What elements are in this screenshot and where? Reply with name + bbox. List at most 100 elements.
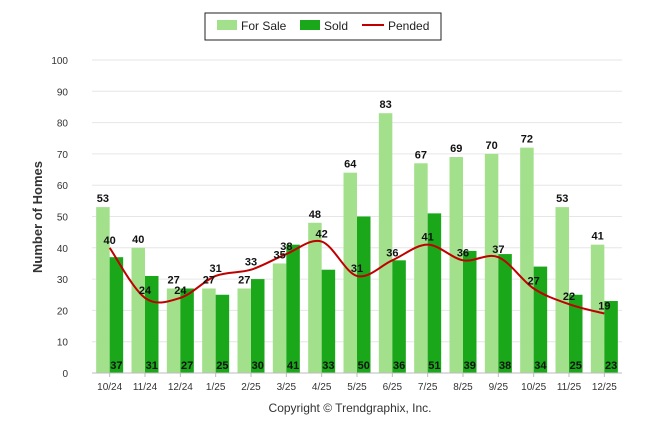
label-for-sale-6/25: 83 <box>379 99 391 111</box>
bar-sold-4/25 <box>321 269 336 373</box>
y-tick-label-70: 70 <box>57 150 69 161</box>
bar-sold-12/25 <box>604 301 618 373</box>
label-pended-11/25: 22 <box>563 291 575 303</box>
label-for-sale-3/25: 35 <box>273 249 285 261</box>
label-sold-1/25: 25 <box>216 360 228 372</box>
y-tick-label-50: 50 <box>57 213 69 224</box>
label-sold-12/25: 23 <box>605 360 617 372</box>
label-pended-5/25: 31 <box>351 263 363 275</box>
label-pended-4/25: 42 <box>316 229 328 241</box>
bar-sold-10/24 <box>109 257 124 373</box>
label-sold-8/25: 39 <box>464 360 476 372</box>
y-tick-label-40: 40 <box>57 244 69 255</box>
bar-sold-3/25 <box>286 244 300 373</box>
label-pended-10/25: 27 <box>528 275 540 287</box>
label-sold-5/25: 50 <box>358 360 370 372</box>
label-sold-12/24: 27 <box>181 360 193 372</box>
bar-sold-11/25 <box>569 294 583 373</box>
bar-for-sale-6/25 <box>378 113 393 374</box>
legend-sold-swatch <box>300 20 320 30</box>
label-for-sale-4/25: 48 <box>309 209 321 221</box>
bar-for-sale-8/25 <box>449 157 463 373</box>
y-axis-title: Number of Homes <box>30 161 45 273</box>
bar-sold-5/25 <box>357 216 371 373</box>
label-sold-4/25: 33 <box>322 360 334 372</box>
legend-for-sale-swatch <box>217 20 237 30</box>
label-sold-2/25: 30 <box>252 360 264 372</box>
label-sold-10/25: 34 <box>534 360 547 372</box>
x-tick-label-5/25: 5/25 <box>347 382 367 393</box>
x-tick-label-10/24: 10/24 <box>97 382 122 393</box>
y-tick-label-0: 0 <box>62 369 68 380</box>
bar-sold-2/25 <box>251 279 265 373</box>
x-tick-label-12/24: 12/24 <box>168 382 193 393</box>
x-tick-label-7/25: 7/25 <box>418 382 438 393</box>
y-tick-label-60: 60 <box>57 181 69 192</box>
legend-for-sale-label: For Sale <box>241 19 287 33</box>
x-tick-label-4/25: 4/25 <box>312 382 332 393</box>
bar-sold-7/25 <box>427 213 442 373</box>
label-for-sale-7/25: 67 <box>415 149 427 161</box>
label-for-sale-10/25: 72 <box>521 134 533 146</box>
legend: For Sale Sold Pended <box>204 12 442 41</box>
label-sold-11/24: 31 <box>146 360 158 372</box>
label-sold-11/25: 25 <box>570 360 582 372</box>
bar-for-sale-12/24 <box>166 288 181 373</box>
label-pended-7/25: 41 <box>422 232 434 244</box>
bar-sold-9/25 <box>498 254 512 373</box>
label-pended-2/25: 33 <box>245 257 257 269</box>
label-pended-6/25: 36 <box>386 247 398 259</box>
copyright-text: Copyright © Trendgraphix, Inc. <box>269 401 432 415</box>
bar-for-sale-2/25 <box>237 288 251 373</box>
x-tick-label-6/25: 6/25 <box>383 382 403 393</box>
label-pended-1/25: 31 <box>210 263 222 275</box>
x-tick-label-11/24: 11/24 <box>133 382 158 393</box>
label-for-sale-11/25: 53 <box>556 193 568 205</box>
bar-sold-1/25 <box>215 294 230 373</box>
label-pended-11/24: 24 <box>139 285 152 297</box>
bar-for-sale-4/25 <box>308 222 322 373</box>
label-sold-7/25: 51 <box>428 360 440 372</box>
bars <box>96 113 618 374</box>
label-sold-9/25: 38 <box>499 360 511 372</box>
pended-line-layer <box>108 239 605 315</box>
y-tick-label-30: 30 <box>57 275 69 286</box>
label-pended-12/24: 24 <box>174 285 187 297</box>
bar-for-sale-11/25 <box>555 207 569 373</box>
label-pended-8/25: 36 <box>457 247 469 259</box>
x-tick-label-1/25: 1/25 <box>206 382 226 393</box>
y-tick-label-90: 90 <box>57 87 69 98</box>
label-sold-3/25: 41 <box>287 360 299 372</box>
bar-sold-8/25 <box>463 250 477 373</box>
y-tick-label-100: 100 <box>51 56 68 67</box>
label-sold-10/24: 37 <box>110 360 122 372</box>
label-pended-9/25: 37 <box>492 244 504 256</box>
label-pended-10/24: 40 <box>104 235 116 247</box>
x-tick-label-3/25: 3/25 <box>277 382 297 393</box>
x-tick-label-10/25: 10/25 <box>521 382 546 393</box>
bar-for-sale-7/25 <box>414 163 428 373</box>
bar-for-sale-12/25 <box>590 244 605 373</box>
bar-sold-6/25 <box>392 260 406 373</box>
legend-sold-label: Sold <box>324 19 348 33</box>
label-for-sale-1/25: 27 <box>203 274 215 286</box>
label-for-sale-9/25: 70 <box>485 140 497 152</box>
label-for-sale-5/25: 64 <box>344 159 357 171</box>
y-tick-label-10: 10 <box>57 338 69 349</box>
bar-sold-12/24 <box>180 288 194 373</box>
bar-for-sale-3/25 <box>272 263 287 373</box>
x-tick-label-8/25: 8/25 <box>453 382 473 393</box>
x-tick-label-2/25: 2/25 <box>241 382 261 393</box>
label-for-sale-10/24: 53 <box>97 193 109 205</box>
y-tick-label-20: 20 <box>57 306 69 317</box>
y-tick-label-80: 80 <box>57 119 69 130</box>
label-pended-3/25: 38 <box>280 241 292 253</box>
label-sold-6/25: 36 <box>393 360 405 372</box>
legend-pended-label: Pended <box>388 19 429 33</box>
bar-for-sale-10/24 <box>96 207 110 373</box>
bar-for-sale-9/25 <box>484 153 499 373</box>
bar-for-sale-10/25 <box>520 147 534 373</box>
data-labels: 5337403127272725273035414833645083366751… <box>97 99 617 372</box>
x-tick-label-11/25: 11/25 <box>557 382 582 393</box>
